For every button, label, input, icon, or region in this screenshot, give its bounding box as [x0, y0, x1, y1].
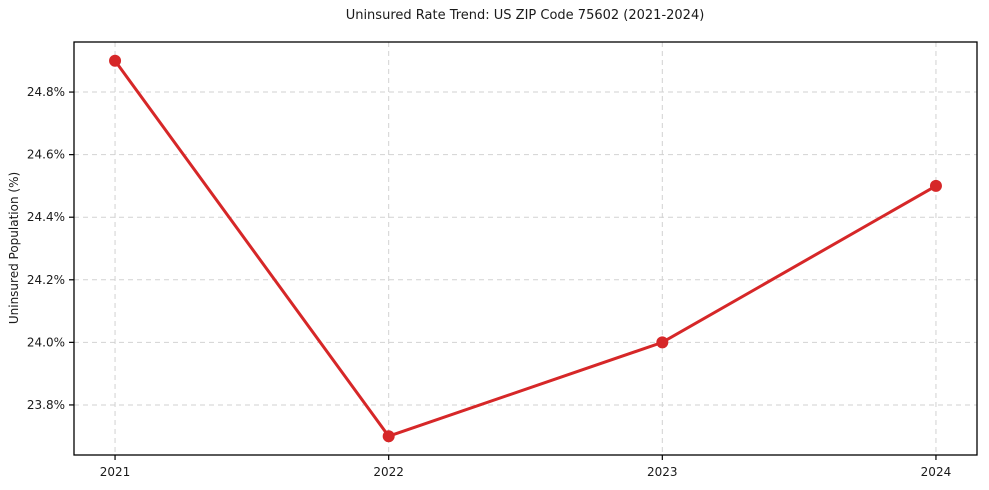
trend-line — [113, 59, 938, 438]
x-tick-label: 2022 — [373, 465, 404, 479]
y-tick-label: 23.8% — [27, 398, 65, 412]
plot-border — [73, 41, 978, 456]
chart-title: Uninsured Rate Trend: US ZIP Code 75602 … — [345, 8, 705, 23]
y-tick-label: 24.2% — [27, 273, 65, 287]
x-tick-label: 2024 — [921, 465, 952, 479]
y-tick-label: 24.6% — [27, 148, 65, 162]
data-point — [109, 54, 122, 67]
data-point — [656, 336, 669, 349]
x-tick-label: 2023 — [647, 465, 678, 479]
y-tick-label: 24.0% — [27, 335, 65, 349]
y-tick-label: 24.4% — [27, 210, 65, 224]
x-tick-label: 2021 — [100, 465, 131, 479]
data-point — [382, 430, 395, 443]
data-point — [929, 179, 942, 192]
y-tick-label: 24.8% — [27, 85, 65, 99]
